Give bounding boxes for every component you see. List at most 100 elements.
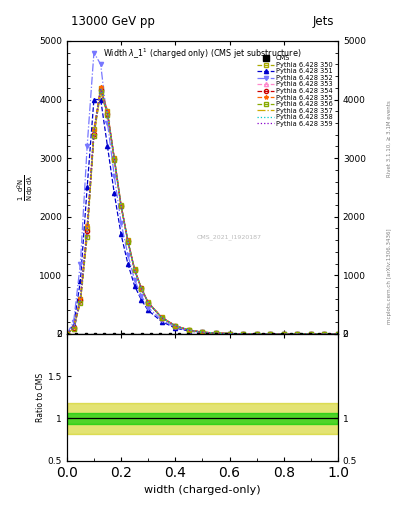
Pythia 6.428 353 [119,203,123,209]
CMS [111,331,116,337]
Pythia 6.428 351 [146,307,151,313]
Pythia 6.428 357 [105,111,110,117]
Pythia 6.428 356 [336,331,340,337]
Pythia 6.428 358 [112,155,117,161]
Pythia 6.428 355 [112,155,117,161]
Pythia 6.428 351 [227,331,232,337]
Pythia 6.428 350 [119,202,123,208]
Pythia 6.428 358 [295,331,300,337]
Pythia 6.428 351 [98,96,103,102]
Pythia 6.428 356 [71,326,76,332]
Pythia 6.428 359 [214,330,219,336]
Pythia 6.428 350 [322,331,327,337]
CMS [214,331,219,337]
Pythia 6.428 354 [139,285,144,291]
Pythia 6.428 359 [71,325,76,331]
Pythia 6.428 354 [92,131,96,137]
Pythia 6.428 353 [112,156,117,162]
Pythia 6.428 351 [119,231,123,238]
Pythia 6.428 356 [173,323,178,329]
Pythia 6.428 350 [112,155,117,161]
Pythia 6.428 353 [309,331,313,337]
Pythia 6.428 356 [268,331,273,337]
Pythia 6.428 352 [112,173,117,179]
Pythia 6.428 352 [241,331,245,337]
Pythia 6.428 359 [92,129,96,135]
Pythia 6.428 358 [78,295,83,302]
Pythia 6.428 356 [98,89,103,95]
Pythia 6.428 350 [132,266,137,272]
Pythia 6.428 352 [214,330,219,336]
Pythia 6.428 355 [98,83,103,90]
Pythia 6.428 350 [200,329,205,335]
Pythia 6.428 350 [309,331,313,337]
Pythia 6.428 353 [146,300,151,306]
Pythia 6.428 351 [241,331,245,337]
Text: Width $\lambda\_1^1$ (charged only) (CMS jet substructure): Width $\lambda\_1^1$ (charged only) (CMS… [103,47,301,61]
Pythia 6.428 351 [105,143,110,150]
Pythia 6.428 355 [146,299,151,305]
Pythia 6.428 353 [78,298,83,305]
Pythia 6.428 358 [85,225,90,231]
Pythia 6.428 353 [227,331,232,337]
Pythia 6.428 357 [322,331,327,337]
Pythia 6.428 359 [132,267,137,273]
Pythia 6.428 353 [241,331,245,337]
Pythia 6.428 350 [268,331,273,337]
Pythia 6.428 356 [322,331,327,337]
Pythia 6.428 350 [105,108,110,114]
CMS [167,331,172,337]
Pythia 6.428 359 [322,331,327,337]
CMS [121,331,125,337]
Pythia 6.428 352 [105,120,110,126]
Pythia 6.428 357 [227,331,232,337]
Pythia 6.428 351 [125,261,130,267]
Pythia 6.428 356 [187,327,191,333]
Pythia 6.428 351 [85,184,90,190]
Pythia 6.428 358 [227,331,232,337]
Pythia 6.428 352 [119,220,123,226]
Pythia 6.428 358 [160,314,164,321]
Pythia 6.428 355 [71,325,76,331]
Pythia 6.428 353 [125,238,130,244]
Pythia 6.428 352 [322,331,327,337]
X-axis label: width (charged-only): width (charged-only) [144,485,261,495]
Line: Pythia 6.428 351: Pythia 6.428 351 [65,97,340,336]
Pythia 6.428 359 [187,327,191,333]
Pythia 6.428 352 [132,277,137,283]
Pythia 6.428 358 [105,110,110,116]
Pythia 6.428 357 [336,331,340,337]
Pythia 6.428 355 [214,330,219,336]
Pythia 6.428 352 [187,328,191,334]
Pythia 6.428 352 [160,317,164,323]
Pythia 6.428 353 [105,111,110,117]
Pythia 6.428 354 [85,228,90,234]
CMS [317,331,321,337]
Pythia 6.428 358 [281,331,286,337]
Pythia 6.428 355 [268,331,273,337]
CMS [130,331,135,337]
Pythia 6.428 359 [309,331,313,337]
CMS [326,331,331,337]
Pythia 6.428 356 [139,286,144,292]
Pythia 6.428 354 [227,331,232,337]
Pythia 6.428 352 [85,143,90,150]
Pythia 6.428 358 [98,85,103,91]
Pythia 6.428 350 [146,299,151,305]
Pythia 6.428 359 [254,331,259,337]
CMS [270,331,275,337]
Pythia 6.428 354 [160,314,164,321]
Pythia 6.428 359 [98,86,103,92]
Pythia 6.428 350 [78,295,83,302]
Pythia 6.428 358 [125,238,130,244]
CMS [205,331,209,337]
Pythia 6.428 353 [71,326,76,332]
Pythia 6.428 351 [173,325,178,331]
Pythia 6.428 350 [64,331,69,337]
Pythia 6.428 354 [200,329,205,335]
CMS [242,331,247,337]
Pythia 6.428 354 [112,156,117,162]
Pythia 6.428 356 [295,331,300,337]
Pythia 6.428 358 [64,331,69,337]
Pythia 6.428 353 [139,286,144,292]
